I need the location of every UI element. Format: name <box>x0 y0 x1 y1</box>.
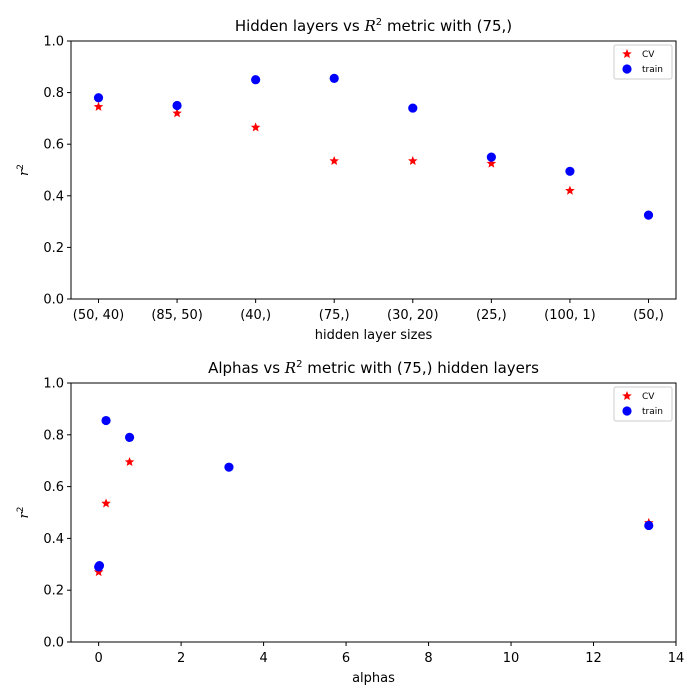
x-axis-label-1: alphas <box>352 671 395 686</box>
y-axis-label-1: r2 <box>16 507 32 519</box>
y-axis-label-0: r2 <box>16 164 32 176</box>
series-train-point-3 <box>124 432 135 442</box>
y-tick-label-1-1: 0.2 <box>43 584 64 599</box>
series-train-point-2 <box>101 415 111 426</box>
series-train-point-4 <box>408 103 418 113</box>
x-tick-label-1-4: 8 <box>424 651 432 666</box>
series-CV-point-1 <box>172 108 182 118</box>
legend-1: CV train <box>613 386 673 422</box>
x-tick-label-1-0: 0 <box>94 651 102 666</box>
y-tick-label-1-2: 0.4 <box>43 532 64 547</box>
x-tick-label-0-0: (50, 40) <box>73 308 125 323</box>
series-CV-point-3 <box>329 155 339 166</box>
y-tick-label-0-0: 0.0 <box>43 293 64 308</box>
series-CV-point-4 <box>408 155 418 166</box>
series-CV-point-2 <box>250 122 261 132</box>
y-tick-label-1-5: 1.0 <box>43 377 64 392</box>
x-tick-label-0-7: (50,) <box>633 308 664 323</box>
chart-title-0: Hidden layers vs R2 metric with (75,) <box>235 17 512 35</box>
series-CV-point-6 <box>565 185 575 195</box>
series-train-point-1 <box>172 100 182 111</box>
legend-label-CV: CV <box>642 50 655 60</box>
legend-train-point-1 <box>622 64 632 74</box>
hidden-layers-plot: 0.0 0.2 0.4 0.6 0.8 1.0 (50, 40) (85, 50) (40,) (… <box>16 17 677 343</box>
series-CV-point-5 <box>486 158 497 168</box>
alphas-plot: 0.0 0.2 0.4 0.6 0.8 1.0 0 2 4 6 8 10 12 14 Alphas vs R… <box>16 359 684 686</box>
y-tick-label-0-3: 0.6 <box>43 138 64 153</box>
y-tick-label-0-2: 0.4 <box>43 189 64 204</box>
y-tick-label-1-0: 0.0 <box>43 636 64 651</box>
legend-CV-point-0 <box>622 391 632 401</box>
series-train-point-0 <box>93 93 104 103</box>
legend-label-train: train <box>642 407 663 417</box>
series-group <box>93 73 654 220</box>
x-tick-label-0-3: (75,) <box>319 308 350 323</box>
series-train-point-5 <box>644 520 654 531</box>
legend-0: CV train <box>613 44 673 80</box>
x-tick-label-0-1: (85, 50) <box>151 308 203 323</box>
x-axis-label-0: hidden layer sizes <box>315 328 433 343</box>
x-tick-label-0-4: (30, 20) <box>387 308 439 323</box>
y-tick-label-1-4: 0.8 <box>43 428 64 443</box>
legend-label-CV: CV <box>642 392 655 402</box>
legend-train-point-1 <box>622 406 632 416</box>
series-group <box>93 415 654 577</box>
series-CV-point-3 <box>124 457 135 467</box>
x-tick-label-0-6: (100, 1) <box>544 308 596 323</box>
series-train-point-3 <box>329 73 339 84</box>
x-tick-label-1-6: 12 <box>585 651 602 666</box>
x-tick-label-1-2: 4 <box>259 651 267 666</box>
chart-title-1: Alphas vs R2 metric with (75,) hidden la… <box>208 359 539 377</box>
series-CV-point-2 <box>101 498 111 508</box>
x-tick-label-1-1: 2 <box>177 651 185 666</box>
series-train-point-7 <box>643 210 654 220</box>
y-tick-label-0-1: 0.2 <box>43 241 64 256</box>
axes-frame <box>70 382 677 643</box>
series-CV-point-0 <box>93 101 104 111</box>
legend-label-train: train <box>642 65 663 75</box>
series-train-point-2 <box>251 75 261 85</box>
series-train-point-5 <box>486 152 496 162</box>
series-train-point-4 <box>224 462 234 472</box>
series-train-point-1 <box>94 560 105 571</box>
y-tick-label-0-5: 1.0 <box>43 35 64 50</box>
legend-CV-point-0 <box>622 49 632 59</box>
x-tick-label-0-2: (40,) <box>240 308 271 323</box>
series-CV-point-0 <box>93 567 104 577</box>
axes-frame <box>70 40 677 300</box>
y-tick-label-0-4: 0.8 <box>43 86 64 101</box>
series-train-point-6 <box>565 166 575 176</box>
y-tick-label-1-3: 0.6 <box>43 480 64 495</box>
x-tick-label-1-3: 6 <box>342 651 350 666</box>
x-tick-label-1-7: 14 <box>668 651 685 666</box>
x-tick-label-0-5: (25,) <box>476 308 507 323</box>
x-tick-label-1-5: 10 <box>503 651 520 666</box>
